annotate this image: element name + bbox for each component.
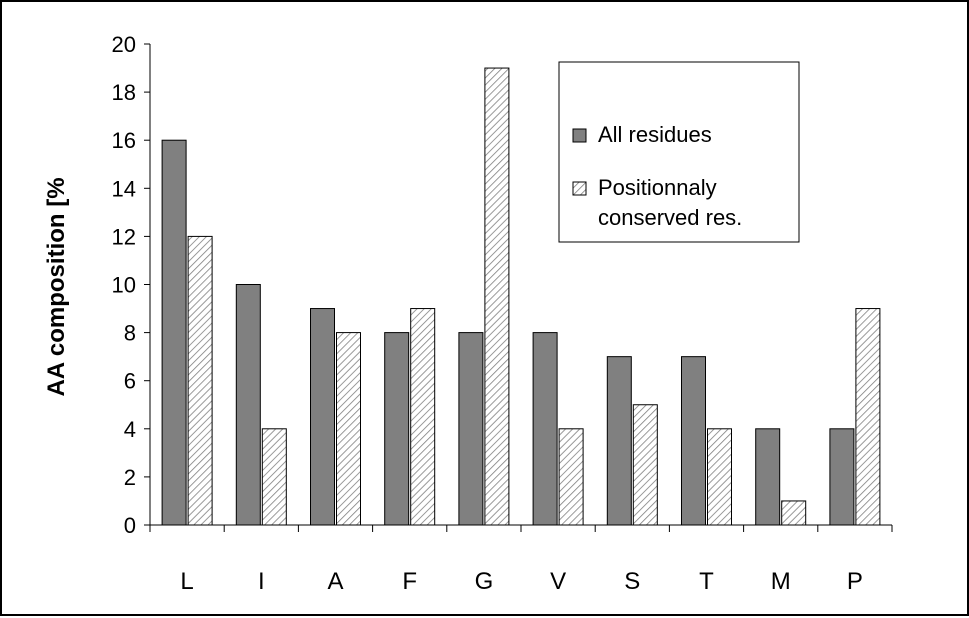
y-tick-label: 14: [112, 176, 136, 201]
y-tick-label: 18: [112, 80, 136, 105]
bar-all-residues: [235, 284, 261, 526]
bar-conserved-residues: [707, 428, 732, 526]
y-tick-label: 2: [124, 465, 136, 490]
y-axis-label: AA composition [%: [43, 177, 70, 396]
bar-conserved-residues: [855, 308, 881, 526]
bar-conserved-residues: [261, 428, 287, 526]
x-tick-label: M: [771, 568, 791, 595]
x-tick-label: F: [402, 568, 417, 595]
x-tick-label: V: [550, 568, 566, 595]
legend-label-all-residues: All residues: [598, 122, 712, 147]
bar-conserved-residues: [781, 500, 807, 526]
x-tick-label: S: [624, 568, 640, 595]
y-tick-label: 16: [112, 128, 136, 153]
y-tick-label: 4: [124, 417, 136, 442]
x-tick-label: P: [847, 568, 863, 595]
y-tick-labels: 0 2 4 6 8 10 12 14 16 18 20: [112, 32, 136, 538]
legend-label-conserved-line2: conserved res.: [598, 205, 742, 230]
legend: All residues Positionnaly conserved res.: [558, 61, 800, 243]
x-tick-label: T: [699, 568, 714, 595]
y-tick-label: 6: [124, 369, 136, 394]
bar-conserved-residues: [336, 332, 361, 526]
legend-label-conserved-line1: Positionnaly: [598, 175, 717, 200]
x-tick-label: A: [327, 568, 343, 595]
bar-conserved-residues: [410, 308, 436, 526]
bar-conserved-residues: [484, 67, 510, 526]
x-tick-label: I: [258, 568, 265, 595]
y-tick-label: 20: [112, 32, 136, 57]
bar-all-residues: [829, 428, 855, 526]
legend-box: [558, 61, 800, 243]
bar-all-residues: [532, 332, 558, 526]
bar-all-residues: [755, 428, 781, 526]
bar-all-residues: [161, 139, 187, 526]
legend-swatch-conserved: [572, 181, 587, 196]
bar-conserved-residues: [632, 404, 658, 526]
y-tick-label: 8: [124, 321, 136, 346]
bar-all-residues: [606, 356, 632, 526]
x-tick-label: G: [475, 568, 494, 595]
bar-conserved-residues: [558, 428, 584, 526]
bars-group: [161, 67, 881, 526]
legend-swatch-all-residues: [572, 128, 587, 143]
x-tick-label: L: [180, 568, 193, 595]
bar-all-residues: [458, 332, 484, 526]
bar-conserved-residues: [187, 235, 213, 526]
bar-all-residues: [310, 308, 335, 526]
y-tick-label: 0: [124, 513, 136, 538]
y-tick-label: 12: [112, 224, 136, 249]
y-tick-label: 10: [112, 273, 136, 298]
bar-all-residues: [681, 356, 706, 526]
bar-all-residues: [384, 332, 410, 526]
